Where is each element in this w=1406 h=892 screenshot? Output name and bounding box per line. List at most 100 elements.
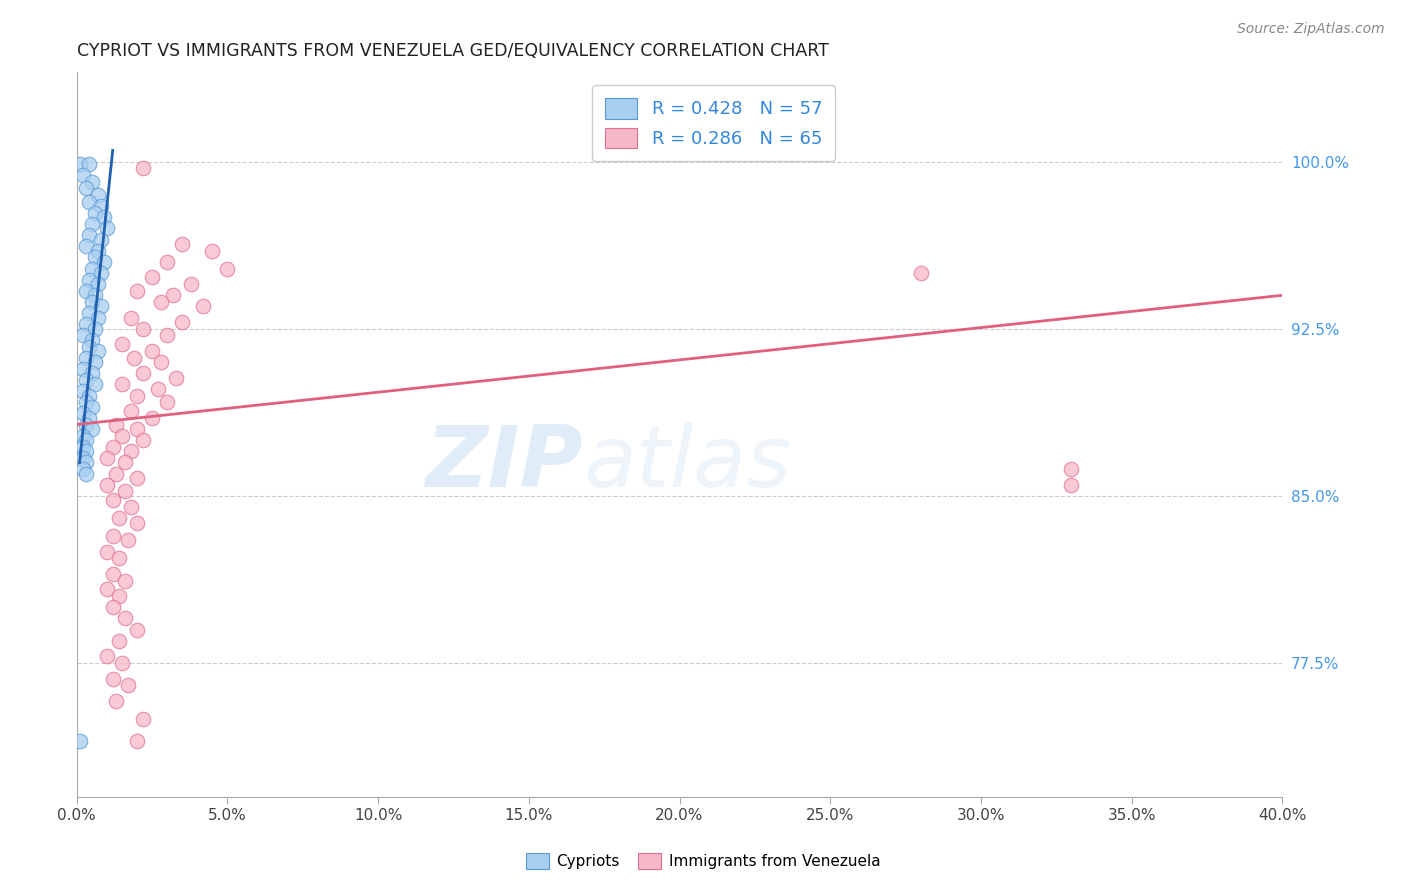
Point [75,351,97,365]
Point [107,633,129,648]
Point [111,377,134,392]
Point [111,656,134,670]
Point [114,574,136,588]
Point [156,255,179,269]
Point [149,355,172,369]
Point [72,384,94,398]
Point [72,428,94,442]
Point [149,295,172,310]
Point [77,306,100,320]
Point [132,433,155,447]
Point [201,244,224,258]
Point [96,544,118,558]
Point [80,333,103,347]
Point [120,444,142,458]
Point [114,484,136,499]
Point [111,337,134,351]
Point [132,321,155,335]
Point [90,266,112,280]
Point [80,217,103,231]
Point [83,321,105,335]
Point [75,467,97,481]
Point [162,288,184,302]
Point [101,529,124,543]
Point [75,239,97,253]
Y-axis label: GED/Equivalency: GED/Equivalency [0,369,7,500]
Point [83,355,105,369]
Point [1060,462,1083,476]
Point [101,600,124,615]
Point [101,566,124,581]
Point [96,582,118,597]
Text: ZIP: ZIP [426,422,583,505]
Point [120,404,142,418]
Point [120,500,142,514]
Point [141,410,163,425]
Point [132,366,155,380]
Point [170,315,193,329]
Point [101,493,124,508]
Point [72,168,94,182]
Text: Source: ZipAtlas.com: Source: ZipAtlas.com [1237,22,1385,37]
Point [156,328,179,343]
Point [104,417,127,432]
Point [1060,477,1083,491]
Point [75,444,97,458]
Legend: R = 0.428   N = 57, R = 0.286   N = 65: R = 0.428 N = 57, R = 0.286 N = 65 [592,85,835,161]
Point [72,450,94,465]
Point [107,551,129,566]
Point [77,410,100,425]
Point [80,261,103,276]
Point [114,455,136,469]
Point [86,188,108,202]
Point [107,511,129,525]
Point [72,361,94,376]
Point [125,471,148,485]
Point [75,395,97,409]
Point [141,270,163,285]
Point [101,440,124,454]
Point [86,277,108,292]
Text: CYPRIOT VS IMMIGRANTS FROM VENEZUELA GED/EQUIVALENCY CORRELATION CHART: CYPRIOT VS IMMIGRANTS FROM VENEZUELA GED… [76,42,828,60]
Point [80,175,103,189]
Point [75,181,97,195]
Point [77,157,100,171]
Point [114,611,136,625]
Point [193,300,215,314]
Point [77,273,100,287]
Point [117,533,139,548]
Point [125,623,148,637]
Point [83,377,105,392]
Point [120,310,142,325]
Point [107,589,129,603]
Point [86,244,108,258]
Point [180,277,202,292]
Point [104,694,127,708]
Point [217,261,239,276]
Point [86,343,108,358]
Point [93,255,115,269]
Point [170,237,193,252]
Point [77,228,100,243]
Point [132,161,155,176]
Text: atlas: atlas [583,422,792,505]
Point [165,370,187,384]
Point [910,266,932,280]
Point [83,288,105,302]
Point [75,455,97,469]
Point [80,295,103,310]
Point [83,251,105,265]
Point [96,450,118,465]
Point [90,233,112,247]
Point [77,194,100,209]
Point [80,366,103,380]
Point [86,310,108,325]
Point [122,351,145,365]
Point [75,433,97,447]
Point [111,428,134,442]
Point [141,343,163,358]
Point [156,395,179,409]
Point [96,221,118,235]
Point [96,477,118,491]
Legend: Cypriots, Immigrants from Venezuela: Cypriots, Immigrants from Venezuela [520,847,886,875]
